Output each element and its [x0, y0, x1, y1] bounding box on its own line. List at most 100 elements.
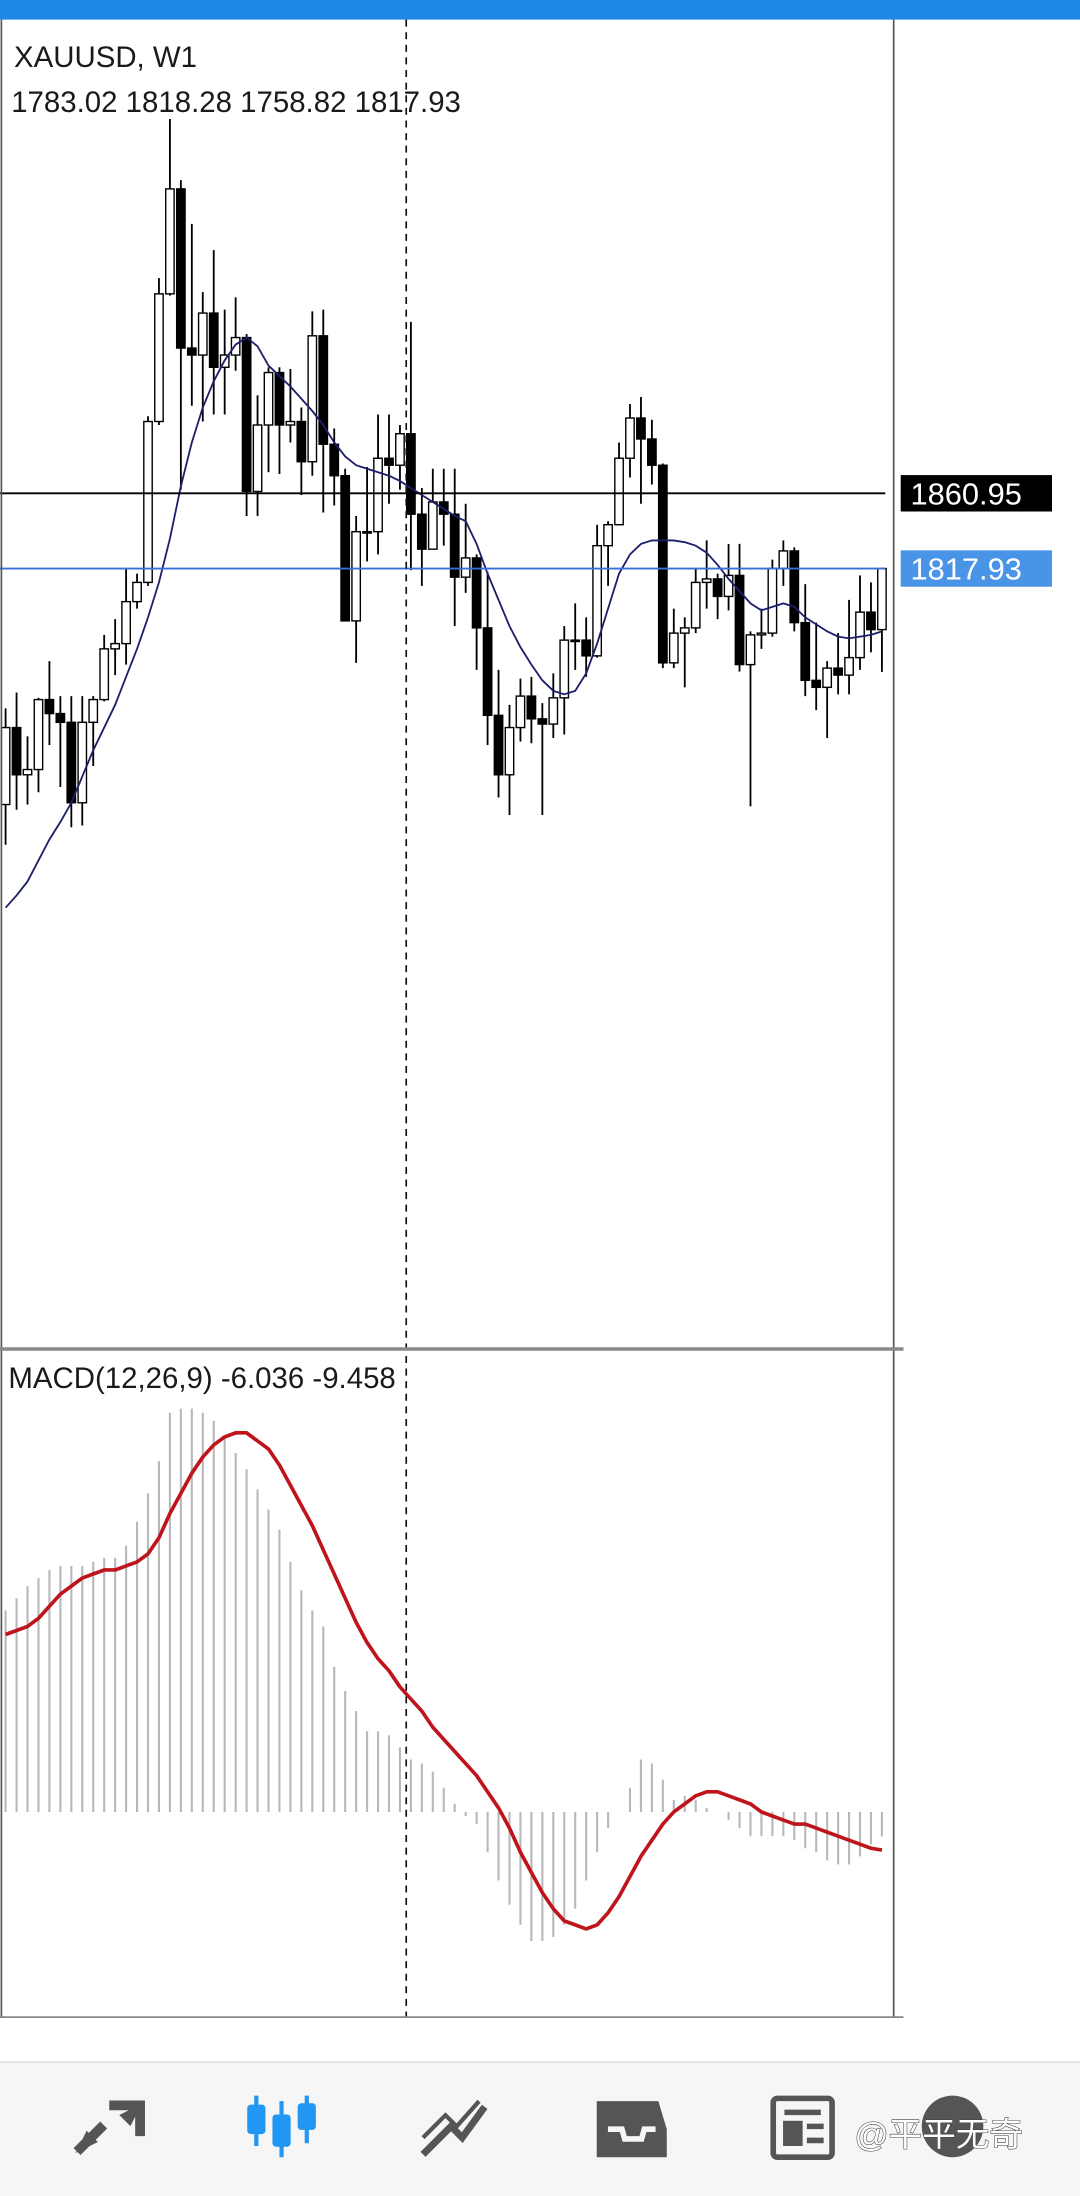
- candle-body: [537, 718, 548, 725]
- candle-body: [701, 578, 712, 584]
- candle-body: [592, 544, 603, 657]
- candle-body: [165, 188, 175, 295]
- macd-value: -6.036: [221, 1362, 304, 1395]
- candle-body: [55, 712, 66, 724]
- chart-icon-candle: [247, 2104, 266, 2135]
- candle-body: [175, 188, 186, 349]
- candle-body: [723, 574, 734, 598]
- candle-body: [745, 634, 756, 666]
- signal-line: [4, 1431, 883, 1931]
- candle-body: [668, 632, 679, 664]
- candle-body: [263, 371, 274, 426]
- chart-tab[interactable]: [247, 2095, 316, 2158]
- candle-body: [614, 457, 624, 526]
- ohlc-readout: 1783.02 1818.28 1758.82 1817.93: [11, 86, 461, 119]
- signal-value: -9.458: [312, 1362, 395, 1395]
- candle-body: [77, 721, 88, 804]
- candle-body: [307, 335, 318, 463]
- candle-body: [526, 695, 537, 720]
- candle-body: [197, 312, 208, 356]
- candle-body: [406, 433, 416, 515]
- candle-body: [636, 417, 646, 440]
- candle-body: [460, 557, 471, 578]
- chart-icon-candle: [272, 2114, 291, 2147]
- candle-body: [274, 371, 285, 426]
- candle-body: [416, 513, 427, 550]
- candle-body: [844, 656, 854, 676]
- candle-body: [362, 530, 372, 534]
- candle-body: [471, 557, 482, 629]
- candle-body: [734, 574, 745, 666]
- candle-body: [230, 336, 241, 356]
- candle-body: [132, 581, 142, 603]
- settings-icon: [921, 2095, 984, 2158]
- candle-body: [449, 513, 460, 578]
- candle-body: [208, 312, 219, 368]
- macd-readout: MACD(12,26,9) -6.036 -9.458: [8, 1362, 395, 1395]
- candle-body: [0, 726, 11, 806]
- high-readout: 1818.28: [126, 86, 232, 119]
- symbol-title: XAUUSD, W1: [14, 41, 197, 74]
- candle-body: [373, 457, 383, 533]
- candle-body: [427, 501, 438, 550]
- candle-body: [800, 621, 811, 682]
- open-readout: 1783.02: [11, 86, 117, 119]
- price-line-label-box: [900, 550, 1052, 587]
- moving-average: [4, 336, 883, 909]
- candle-body: [877, 567, 887, 631]
- news-icon-block: [783, 2120, 803, 2146]
- candle-body: [811, 679, 822, 689]
- candle-body: [395, 433, 405, 466]
- candle-body: [22, 768, 33, 776]
- candle-body: [44, 698, 55, 715]
- candle-body: [121, 600, 132, 645]
- candle-body: [515, 695, 526, 729]
- candle-body: [570, 639, 581, 643]
- candle-body: [33, 698, 44, 771]
- candle-body: [252, 424, 263, 493]
- trade-icon: [420, 2104, 488, 2157]
- candle-body: [154, 293, 164, 423]
- quotes-icon-arrows: [75, 2103, 142, 2154]
- candle-body: [778, 550, 789, 570]
- candle-body: [679, 627, 690, 634]
- nav-background: [0, 2061, 1080, 2196]
- candle-body: [66, 721, 77, 804]
- watermark: @平平无奇: [854, 2116, 1023, 2154]
- candle-body: [548, 697, 559, 725]
- marks-layer: [0, 118, 887, 1942]
- candle-body: [351, 530, 362, 622]
- price-line-label: 1860.95: [911, 477, 1022, 512]
- candle-body: [318, 335, 329, 445]
- history-tab[interactable]: [596, 2101, 667, 2158]
- candle-body: [241, 336, 252, 493]
- candle-body: [285, 420, 296, 426]
- labels-layer: 1860.95 1817.93: [900, 475, 1052, 587]
- candle-body: [581, 639, 592, 657]
- history-icon: [596, 2101, 667, 2158]
- settings-tab[interactable]: [921, 2095, 984, 2158]
- low-readout: 1758.82: [240, 86, 346, 119]
- trade-tab[interactable]: [420, 2099, 488, 2157]
- bottom-nav: @平平无奇: [0, 2061, 1080, 2196]
- candle-body: [296, 420, 307, 463]
- candle-body: [493, 714, 504, 776]
- candle-body: [646, 438, 657, 466]
- status-bar: [0, 0, 1080, 20]
- candle-body: [712, 578, 723, 598]
- candle-body: [855, 611, 865, 659]
- history-icon-detail: [607, 2126, 656, 2142]
- candle-body: [340, 475, 351, 622]
- quotes-tab[interactable]: [73, 2100, 145, 2156]
- candle-body: [143, 420, 153, 584]
- trade-icon: [421, 2099, 481, 2140]
- candle-body: [756, 632, 767, 636]
- candle-body: [866, 611, 876, 631]
- candle-body: [384, 457, 394, 466]
- candle-body: [657, 464, 668, 664]
- news-icon: [770, 2095, 835, 2161]
- close-readout: 1817.93: [355, 86, 461, 119]
- chart-icon-candle: [297, 2103, 316, 2130]
- news-tab[interactable]: [770, 2095, 835, 2161]
